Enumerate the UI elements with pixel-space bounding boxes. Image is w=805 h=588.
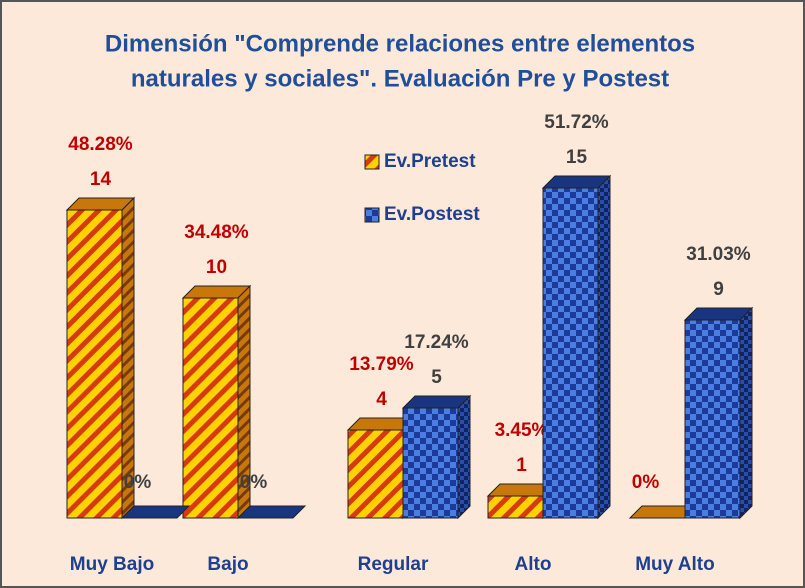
data-label: 48.28%	[68, 134, 133, 155]
data-label: 34.48%	[184, 222, 249, 243]
data-label: 17.24%	[404, 332, 469, 353]
bar-top	[120, 505, 191, 519]
data-label: 10	[206, 257, 227, 278]
bar-top	[236, 505, 307, 519]
data-label: 14	[90, 169, 112, 190]
chart-title: naturales y sociales". Evaluación Pre y …	[131, 65, 669, 92]
bar	[66, 209, 123, 519]
legend-swatch	[364, 154, 380, 170]
legend-swatch	[364, 207, 380, 223]
x-tick-label: Bajo	[207, 554, 248, 575]
x-tick-label: Muy Bajo	[70, 554, 154, 575]
x-tick-label: Alto	[515, 554, 552, 575]
data-label: 13.79%	[349, 354, 414, 375]
legend-label: Ev.Pretest	[384, 151, 476, 172]
bar	[402, 407, 459, 519]
data-label: 9	[713, 279, 724, 300]
data-label: 51.72%	[544, 112, 609, 133]
bar-side	[121, 196, 135, 520]
bar-side	[457, 394, 471, 520]
data-label: 0%	[632, 472, 660, 493]
data-label: 4	[376, 389, 387, 410]
data-label: 1	[516, 455, 527, 476]
legend-label: Ev.Postest	[384, 204, 480, 225]
bar	[542, 187, 599, 519]
bar	[487, 495, 544, 519]
bar	[684, 319, 741, 519]
data-label: 0%	[124, 472, 152, 493]
bar-side	[739, 306, 753, 520]
bar-side	[597, 174, 611, 520]
bar	[182, 297, 239, 519]
data-label: 5	[431, 367, 442, 388]
data-label: 31.03%	[686, 244, 751, 265]
chart-title: Dimensión "Comprende relaciones entre el…	[105, 30, 695, 57]
data-label: 3.45%	[495, 420, 549, 441]
bar	[347, 429, 404, 519]
data-label: 0%	[240, 472, 268, 493]
x-tick-label: Muy Alto	[635, 554, 715, 575]
x-tick-label: Regular	[358, 554, 429, 575]
data-label: 15	[566, 147, 588, 168]
